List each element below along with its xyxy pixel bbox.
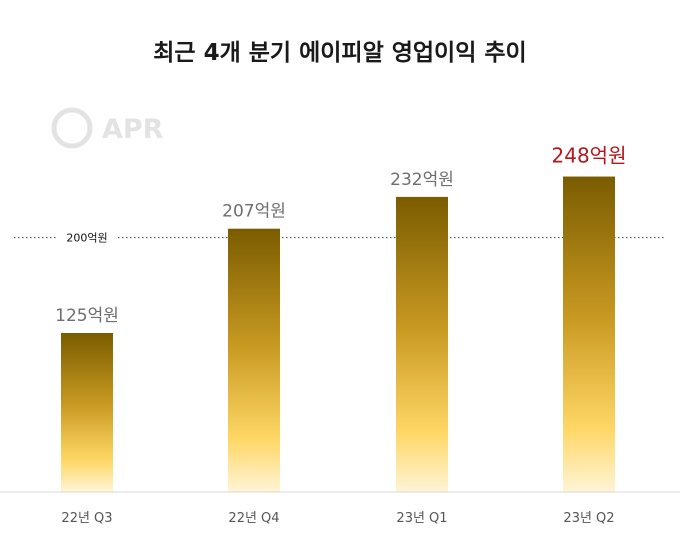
x-tick-label: 22년 Q3 [61,511,112,526]
bar-value-label: 248억원 [552,144,627,168]
bar-value-label: 125억원 [55,306,119,326]
logo-text: APR [102,114,164,145]
bar [61,333,113,492]
bar [228,228,280,493]
chart-title: 최근 4개 분기 에이피알 영업이익 추이 [153,40,526,66]
x-tick-label: 23년 Q2 [563,511,614,526]
bars-group: 125억원 22년 Q3 207억원 22년 Q4 232억원 23년 Q1 248억원 23… [55,144,626,526]
apr-logo: APR [51,107,164,149]
bar-value-label: 232억원 [390,170,454,190]
bar [563,176,615,492]
ring-logo-icon [51,107,93,149]
x-tick-label: 23년 Q1 [396,511,447,526]
bar-value-label: 207억원 [222,202,286,222]
reference-label-background [58,229,116,246]
bar [396,196,448,492]
reference-line-label: 200억원 [66,232,107,245]
x-tick-label: 22년 Q4 [228,511,279,526]
